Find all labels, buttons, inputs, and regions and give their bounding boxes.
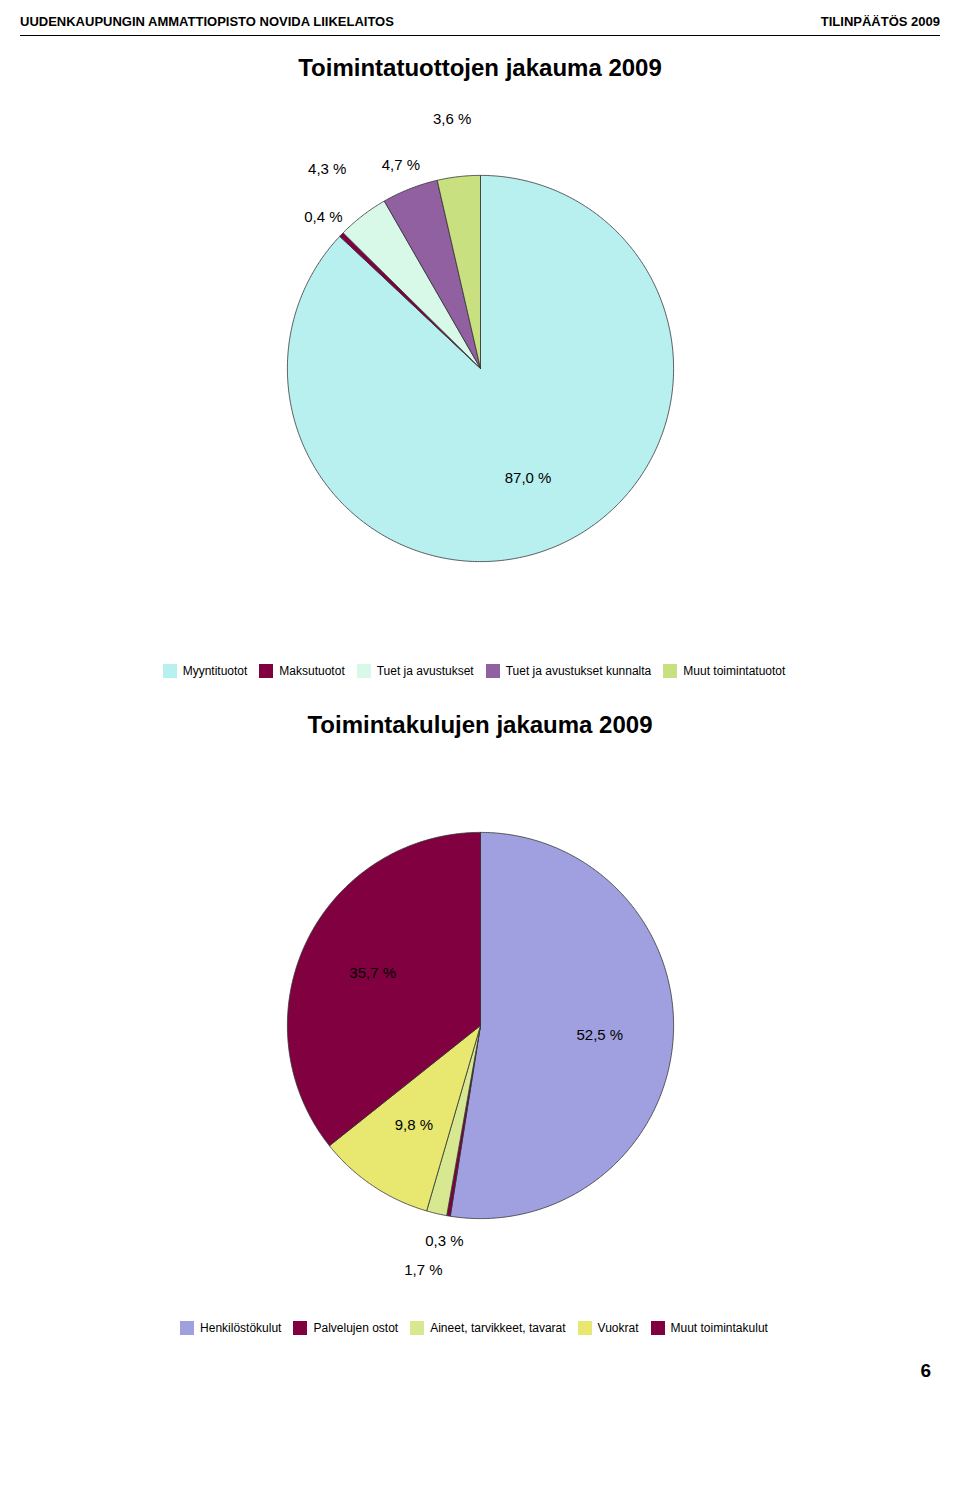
svg-text:1,7 %: 1,7 % — [404, 1261, 442, 1278]
html-text:TILINPÄÄTÖS 2009: TILINPÄÄTÖS 2009 — [820, 14, 940, 29]
svg-text:52,5 %: 52,5 % — [577, 1026, 624, 1043]
svg-text:87,0 %: 87,0 % — [505, 469, 552, 486]
html-text:Vuokrat: Vuokrat — [597, 1320, 639, 1335]
svg-text:4,7 %: 4,7 % — [382, 156, 420, 173]
svg-text:9,8 %: 9,8 % — [395, 1116, 433, 1133]
html-text:Aineet, tarvikkeet, tavarat: Aineet, tarvikkeet, tavarat — [430, 1320, 566, 1335]
html-text:Myyntituotot: Myyntituotot — [182, 663, 248, 678]
html-text:6: 6 — [920, 1360, 931, 1381]
svg-text:0,3 %: 0,3 % — [425, 1231, 463, 1248]
html-text:Muut toimintakulut: Muut toimintakulut — [670, 1320, 768, 1335]
html-text:Tuet ja avustukset: Tuet ja avustukset — [376, 663, 474, 678]
svg-text:4,3 %: 4,3 % — [308, 160, 346, 177]
html-text:Toimintatuottojen jakauma 2009: Toimintatuottojen jakauma 2009 — [298, 54, 662, 81]
svg-text:0,4 %: 0,4 % — [304, 208, 342, 225]
html-text:Henkilöstökulut: Henkilöstökulut — [200, 1320, 282, 1335]
html-text:UUDENKAUPUNGIN AMMATTIOPISTO N: UUDENKAUPUNGIN AMMATTIOPISTO NOVIDA LIIK… — [20, 14, 394, 29]
html-text:Tuet ja avustukset kunnalta: Tuet ja avustukset kunnalta — [505, 663, 652, 678]
html-text:Muut toimintatuotot: Muut toimintatuotot — [683, 663, 786, 678]
svg-text:35,7 %: 35,7 % — [349, 964, 396, 981]
html-text:Toimintakulujen jakauma 2009: Toimintakulujen jakauma 2009 — [307, 711, 653, 738]
html-text:Palvelujen ostot: Palvelujen ostot — [313, 1320, 399, 1335]
svg-text:3,6 %: 3,6 % — [433, 110, 471, 127]
html-text:Maksutuotot: Maksutuotot — [279, 663, 345, 678]
